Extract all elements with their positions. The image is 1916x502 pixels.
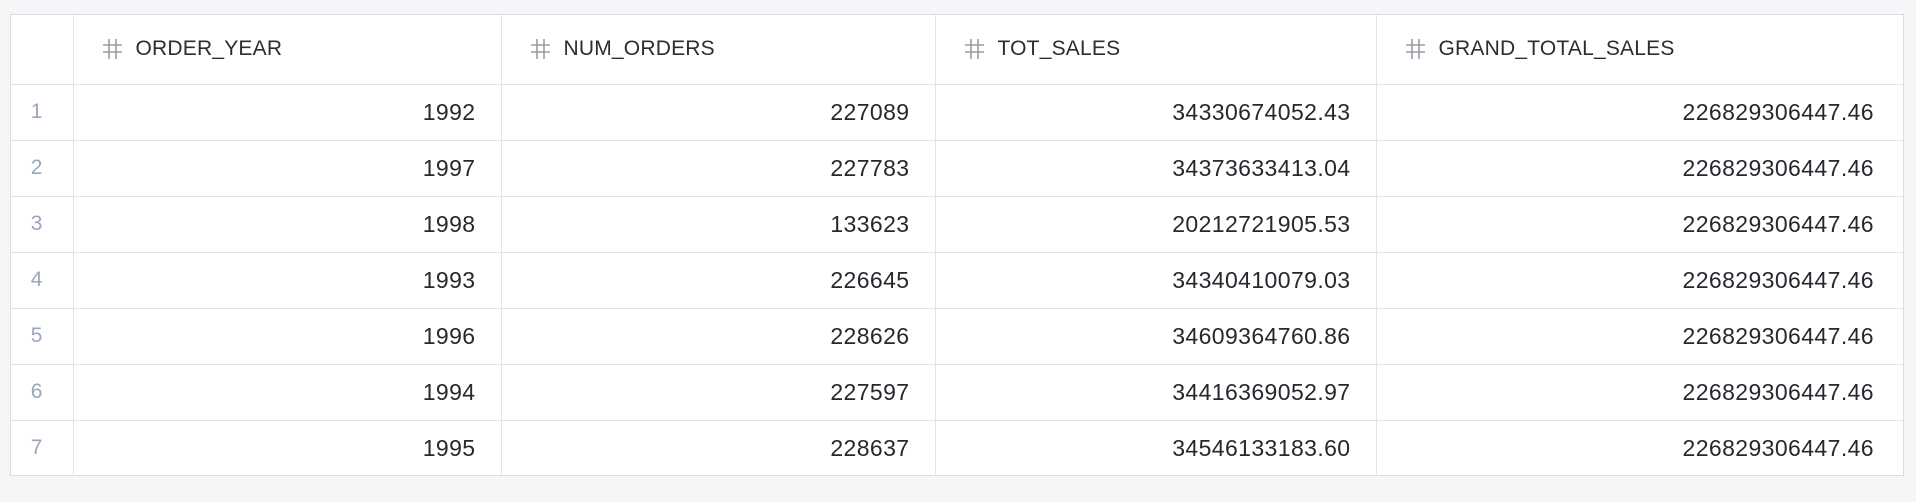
table-row[interactable]: 3 1998 133623 20212721905.53 22682930644…	[11, 196, 1903, 253]
cell-num-orders[interactable]: 227089	[501, 84, 936, 141]
cell-num-orders[interactable]: 133623	[501, 196, 936, 253]
cell-grand-total-sales[interactable]: 226829306447.46	[1376, 364, 1903, 421]
cell-tot-sales[interactable]: 34609364760.86	[935, 308, 1377, 365]
table-row[interactable]: 2 1997 227783 34373633413.04 22682930644…	[11, 140, 1903, 197]
cell-tot-sales[interactable]: 34340410079.03	[935, 252, 1377, 309]
cell-num-orders[interactable]: 227783	[501, 140, 936, 197]
cell-tot-sales[interactable]: 34330674052.43	[935, 84, 1377, 141]
cell-tot-sales[interactable]: 34416369052.97	[935, 364, 1377, 421]
column-header-label: NUM_ORDERS	[563, 37, 715, 61]
cell-tot-sales[interactable]: 34546133183.60	[935, 420, 1377, 476]
column-header-num-orders[interactable]: NUM_ORDERS	[501, 15, 936, 85]
cell-tot-sales[interactable]: 34373633413.04	[935, 140, 1377, 197]
column-header-grand-total-sales[interactable]: GRAND_TOTAL_SALES	[1376, 15, 1903, 85]
table-row[interactable]: 6 1994 227597 34416369052.97 22682930644…	[11, 364, 1903, 421]
table-row[interactable]: 1 1992 227089 34330674052.43 22682930644…	[11, 84, 1903, 141]
row-index: 6	[11, 364, 74, 421]
cell-grand-total-sales[interactable]: 226829306447.46	[1376, 308, 1903, 365]
cell-grand-total-sales[interactable]: 226829306447.46	[1376, 196, 1903, 253]
column-header-label: GRAND_TOTAL_SALES	[1438, 37, 1675, 61]
hash-icon	[1403, 36, 1429, 62]
row-index: 3	[11, 196, 74, 253]
hash-icon	[528, 36, 554, 62]
column-header-label: TOT_SALES	[997, 37, 1121, 61]
hash-icon	[962, 36, 988, 62]
table-row[interactable]: 5 1996 228626 34609364760.86 22682930644…	[11, 308, 1903, 365]
cell-grand-total-sales[interactable]: 226829306447.46	[1376, 84, 1903, 141]
row-index: 2	[11, 140, 74, 197]
table-row[interactable]: 4 1993 226645 34340410079.03 22682930644…	[11, 252, 1903, 309]
cell-order-year[interactable]: 1998	[73, 196, 502, 253]
column-header-order-year[interactable]: ORDER_YEAR	[73, 15, 502, 85]
cell-order-year[interactable]: 1994	[73, 364, 502, 421]
cell-order-year[interactable]: 1992	[73, 84, 502, 141]
column-header-label: ORDER_YEAR	[135, 37, 283, 61]
cell-order-year[interactable]: 1993	[73, 252, 502, 309]
cell-order-year[interactable]: 1995	[73, 420, 502, 476]
row-index: 1	[11, 84, 74, 141]
results-grid: ORDER_YEAR NUM_ORDERS	[10, 14, 1904, 476]
cell-num-orders[interactable]: 228626	[501, 308, 936, 365]
results-table: ORDER_YEAR NUM_ORDERS	[11, 15, 1903, 476]
cell-num-orders[interactable]: 226645	[501, 252, 936, 309]
header-row: ORDER_YEAR NUM_ORDERS	[11, 15, 1903, 85]
row-index: 7	[11, 420, 74, 476]
row-index-header	[11, 15, 74, 85]
cell-num-orders[interactable]: 228637	[501, 420, 936, 476]
row-index: 4	[11, 252, 74, 309]
cell-tot-sales[interactable]: 20212721905.53	[935, 196, 1377, 253]
table-row[interactable]: 7 1995 228637 34546133183.60 22682930644…	[11, 420, 1903, 476]
cell-order-year[interactable]: 1996	[73, 308, 502, 365]
cell-num-orders[interactable]: 227597	[501, 364, 936, 421]
cell-grand-total-sales[interactable]: 226829306447.46	[1682, 434, 1874, 461]
column-header-tot-sales[interactable]: TOT_SALES	[935, 15, 1377, 85]
cell-grand-total-sales[interactable]: 226829306447.46	[1376, 140, 1903, 197]
cell-grand-total-sales[interactable]: 226829306447.46	[1376, 252, 1903, 309]
hash-icon	[100, 36, 126, 62]
row-index: 5	[11, 308, 74, 365]
cell-order-year[interactable]: 1997	[73, 140, 502, 197]
